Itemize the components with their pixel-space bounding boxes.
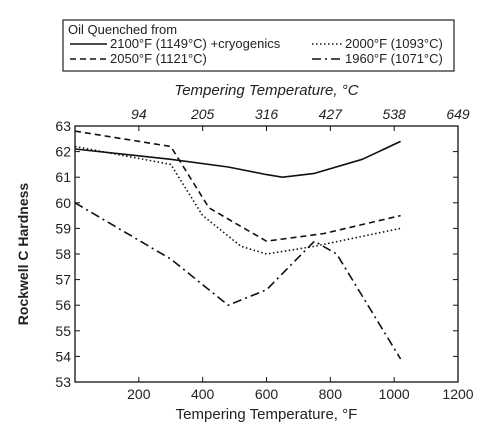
x2-tick-label: 94 [131, 106, 147, 122]
y-tick-label: 58 [55, 246, 71, 262]
x2-tick-label: 538 [382, 106, 406, 122]
x2-tick-label: 316 [255, 106, 279, 122]
x2-tick-label: 205 [190, 106, 215, 122]
y-tick-label: 57 [55, 272, 71, 288]
x2-tick-label: 427 [319, 106, 344, 122]
series-line-solid [74, 140, 401, 178]
y-tick-label: 55 [55, 323, 71, 339]
x-tick-label: 400 [191, 386, 215, 402]
legend-label-dashdot: 1960°F (1071°C) [345, 51, 443, 66]
y-tick-label: 54 [55, 348, 71, 364]
x-tick-label: 800 [319, 386, 343, 402]
plot-frame [74, 125, 459, 383]
x2-axis-title: Tempering Temperature, °C [174, 82, 358, 99]
y-tick-label: 59 [55, 220, 71, 236]
x2-tick-label: 649 [446, 106, 470, 122]
y-tick-label: 62 [55, 144, 71, 160]
series-lines [74, 130, 402, 360]
x-tick-label: 200 [127, 386, 151, 402]
x-tick-label: 1000 [379, 386, 410, 402]
y-tick-label: 56 [55, 297, 71, 313]
x-tick-label: 600 [255, 386, 279, 402]
legend-label-dotted: 2000°F (1093°C) [345, 36, 443, 51]
legend-box [62, 19, 455, 72]
legend-label-dashed: 2050°F (1121°C) [110, 51, 207, 66]
axes: 200 400 600 800 1000 1200 94 205 316 427 538 649 53 5… [15, 82, 474, 423]
y-axis-title: Rockwell C Hardness [15, 183, 31, 326]
y-tick-label: 53 [55, 374, 71, 390]
y-tick-label: 63 [55, 118, 71, 134]
series-line-dashed [74, 130, 401, 242]
legend-title: Oil Quenched from [68, 22, 177, 37]
y-tick-label: 61 [55, 169, 71, 185]
y-tick-label: 60 [55, 195, 71, 211]
x-tick-label: 1200 [442, 386, 473, 402]
series-line-dotted [74, 145, 401, 255]
legend-label-solid: 2100°F (1149°C) +cryogenics [110, 36, 281, 51]
x-axis-title: Tempering Temperature, °F [176, 406, 358, 423]
